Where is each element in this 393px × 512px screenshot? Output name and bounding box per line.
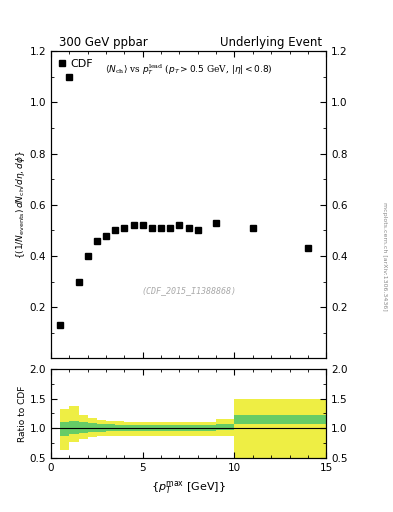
Bar	[198, 425, 216, 431]
Bar	[161, 422, 170, 436]
Bar	[235, 415, 326, 424]
Text: 300 GeV ppbar: 300 GeV ppbar	[59, 36, 148, 49]
CDF	[195, 227, 200, 233]
CDF	[305, 245, 310, 251]
Bar	[115, 425, 125, 431]
Bar	[216, 419, 235, 436]
Bar	[143, 422, 152, 436]
Bar	[170, 425, 180, 431]
CDF	[159, 225, 163, 231]
Bar	[70, 407, 79, 441]
Bar	[143, 425, 152, 431]
Bar	[115, 421, 125, 436]
Bar	[88, 423, 97, 432]
Text: (CDF_2015_I1388868): (CDF_2015_I1388868)	[141, 286, 236, 295]
X-axis label: $\{p_T^\mathregular{max}$ [GeV]$\}$: $\{p_T^\mathregular{max}$ [GeV]$\}$	[151, 479, 226, 496]
Bar	[70, 421, 79, 434]
Bar	[235, 398, 326, 458]
CDF	[85, 253, 90, 259]
Bar	[97, 423, 106, 432]
Bar	[189, 422, 198, 436]
CDF	[214, 220, 219, 226]
Bar	[106, 421, 115, 436]
CDF	[95, 238, 99, 244]
CDF	[150, 225, 154, 231]
CDF	[186, 225, 191, 231]
Legend: CDF: CDF	[57, 57, 95, 71]
Bar	[198, 422, 216, 436]
CDF	[113, 227, 118, 233]
Text: Underlying Event: Underlying Event	[220, 36, 322, 49]
CDF	[58, 322, 62, 328]
Bar	[106, 424, 115, 431]
CDF	[250, 225, 255, 231]
Bar	[134, 425, 143, 431]
Bar	[79, 422, 88, 433]
Bar	[134, 422, 143, 436]
Bar	[97, 420, 106, 436]
Bar	[125, 425, 134, 431]
CDF	[140, 222, 145, 228]
CDF	[122, 225, 127, 231]
Bar	[60, 409, 70, 451]
Bar	[170, 422, 180, 436]
CDF	[131, 222, 136, 228]
Bar	[152, 422, 161, 436]
Y-axis label: $\{(1/N_\mathregular{events}) \, dN_\mathregular{ch}/d\eta, d\phi\}$: $\{(1/N_\mathregular{events}) \, dN_\mat…	[14, 151, 27, 259]
Text: mcplots.cern.ch [arXiv:1306.3436]: mcplots.cern.ch [arXiv:1306.3436]	[382, 202, 387, 310]
Bar	[60, 422, 70, 436]
CDF	[104, 232, 108, 239]
CDF	[67, 74, 72, 80]
Bar	[125, 422, 134, 436]
CDF	[76, 279, 81, 285]
Line: CDF: CDF	[57, 74, 310, 328]
CDF	[168, 225, 173, 231]
Bar	[79, 415, 88, 438]
Bar	[189, 425, 198, 431]
Y-axis label: Ratio to CDF: Ratio to CDF	[18, 385, 27, 442]
Bar	[152, 425, 161, 431]
Bar	[216, 423, 235, 430]
CDF	[177, 222, 182, 228]
Bar	[88, 418, 97, 437]
Bar	[180, 422, 189, 436]
Bar	[161, 425, 170, 431]
Bar	[180, 425, 189, 431]
Text: $\langle N_\mathregular{ch}\rangle$ vs $p_T^\mathregular{lead}$ ($p_T > 0.5$ GeV: $\langle N_\mathregular{ch}\rangle$ vs $…	[105, 62, 272, 77]
